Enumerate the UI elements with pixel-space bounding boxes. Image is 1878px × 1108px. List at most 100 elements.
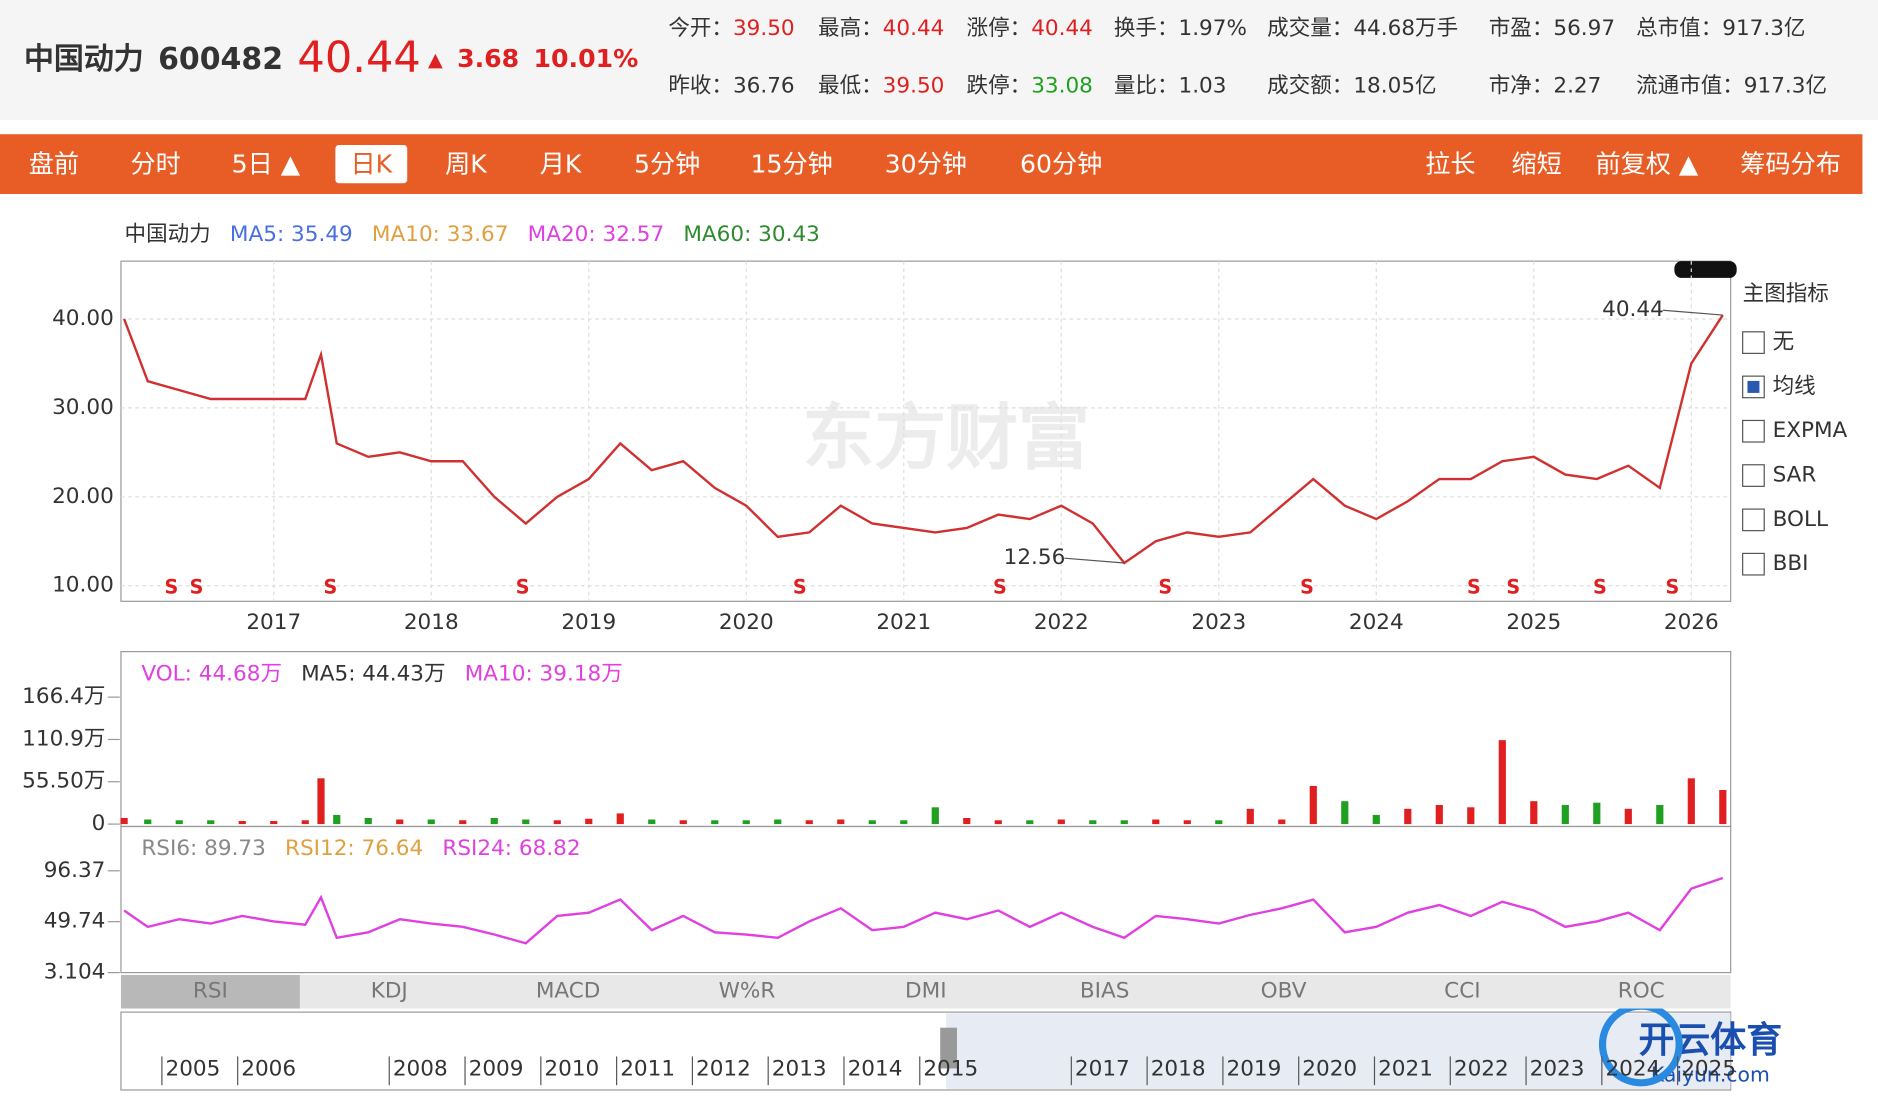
volume-bar bbox=[1435, 805, 1443, 825]
volume-bar bbox=[900, 820, 908, 825]
price-line bbox=[122, 314, 1724, 565]
toolbar-tab[interactable]: 分时 bbox=[131, 149, 181, 178]
toolbar-tab[interactable]: 盘前 bbox=[29, 149, 79, 178]
indicator-tab[interactable]: ROC bbox=[1618, 979, 1665, 1004]
nav-year: 2011 bbox=[620, 1057, 675, 1082]
toolbar-tab[interactable]: 筹码分布 bbox=[1740, 149, 1841, 178]
toolbar-tab[interactable]: 5日 ▲ bbox=[232, 149, 301, 178]
nav-year: 2024 bbox=[1605, 1057, 1660, 1082]
signal: S bbox=[164, 576, 178, 599]
toolbar-tab[interactable]: 拉长 bbox=[1425, 149, 1475, 178]
nav-year: 2012 bbox=[696, 1057, 751, 1082]
watermark: 东方财富 bbox=[802, 396, 1089, 480]
indicator-tab[interactable]: W%R bbox=[719, 979, 776, 1004]
checkbox[interactable] bbox=[1742, 419, 1765, 443]
volume-bar bbox=[931, 807, 939, 825]
stat: 流通市值：917.3亿 bbox=[1636, 73, 1827, 98]
stat-value: 40.44 bbox=[1031, 16, 1093, 41]
checkbox[interactable] bbox=[1742, 508, 1765, 532]
signal: S bbox=[1593, 576, 1607, 599]
indicator-tab[interactable]: KDJ bbox=[371, 979, 408, 1004]
rsi-line bbox=[123, 876, 1724, 945]
x-tick-label: 2017 bbox=[246, 610, 301, 635]
toolbar-tab[interactable]: 5分钟 bbox=[634, 149, 700, 178]
checkbox-label[interactable]: BOLL bbox=[1773, 507, 1828, 532]
stock-code: 600482 bbox=[158, 41, 283, 76]
indicator-tab[interactable]: RSI bbox=[193, 979, 228, 1004]
stat-value: 39.50 bbox=[733, 16, 795, 41]
stat-label: 量比： bbox=[1114, 73, 1179, 98]
legend-item: MA20: 32.57 bbox=[528, 222, 665, 247]
volume-bar bbox=[711, 820, 719, 825]
x-tick-label: 2023 bbox=[1191, 610, 1246, 635]
volume-bar bbox=[742, 820, 750, 825]
volume-bar bbox=[427, 819, 435, 825]
toolbar-tab[interactable]: 前复权 ▲ bbox=[1595, 149, 1698, 178]
y-tick-label: 3.104 bbox=[44, 960, 106, 985]
toolbar bbox=[0, 134, 1863, 195]
toolbar-tab[interactable]: 缩短 bbox=[1512, 149, 1562, 178]
nav-year: 2019 bbox=[1227, 1057, 1282, 1082]
toolbar-tab[interactable]: 60分钟 bbox=[1020, 149, 1102, 178]
x-tick-label: 2021 bbox=[876, 610, 931, 635]
indicator-tab[interactable]: BIAS bbox=[1080, 979, 1130, 1004]
stat-value: 18.05亿 bbox=[1353, 73, 1436, 98]
volume-bar bbox=[317, 778, 325, 825]
stat-value: 39.50 bbox=[883, 73, 945, 98]
toolbar-tab[interactable]: 日K bbox=[350, 149, 393, 178]
checkbox-label[interactable]: EXPMA bbox=[1773, 418, 1848, 443]
y-tick-label: 10.00 bbox=[52, 573, 114, 598]
volume-bar bbox=[553, 820, 561, 825]
nav-year: 2006 bbox=[241, 1057, 296, 1082]
indicator-tab[interactable]: OBV bbox=[1261, 979, 1307, 1004]
volume-bar bbox=[144, 819, 152, 825]
logo-title: 开云体育 bbox=[1638, 1020, 1782, 1061]
volume-bar bbox=[1246, 808, 1254, 825]
x-tick-label: 2020 bbox=[719, 610, 774, 635]
checkbox-label[interactable]: BBI bbox=[1773, 551, 1809, 576]
volume-bar bbox=[1404, 808, 1412, 825]
hidden-badge bbox=[1674, 261, 1737, 278]
checkbox[interactable] bbox=[1742, 552, 1765, 576]
checkbox-label[interactable]: SAR bbox=[1773, 463, 1817, 488]
checkbox[interactable] bbox=[1742, 464, 1765, 487]
nav-year: 2018 bbox=[1151, 1057, 1206, 1082]
volume-bar bbox=[120, 817, 128, 825]
y-tick-label: 0 bbox=[92, 811, 106, 836]
stat-label: 换手： bbox=[1114, 16, 1179, 41]
volume-bar bbox=[1152, 819, 1160, 825]
indicator-tab[interactable]: CCI bbox=[1444, 979, 1480, 1004]
nav-year: 2005 bbox=[165, 1057, 220, 1082]
toolbar-tab[interactable]: 15分钟 bbox=[751, 149, 833, 178]
indicator-tab[interactable]: DMI bbox=[905, 979, 947, 1004]
toolbar-tab[interactable]: 月K bbox=[540, 149, 583, 178]
navigator-handle[interactable] bbox=[940, 1027, 957, 1069]
legend-item: 中国动力 bbox=[125, 222, 211, 247]
checkbox[interactable] bbox=[1742, 331, 1765, 354]
volume-bar bbox=[490, 817, 498, 825]
volume-bar bbox=[837, 819, 845, 825]
legend-item: MA10: 39.18万 bbox=[465, 661, 623, 686]
stat: 今开：39.50 bbox=[668, 16, 794, 41]
volume-bar bbox=[1120, 820, 1128, 825]
checkbox-label[interactable]: 均线 bbox=[1773, 374, 1816, 399]
volume-bar bbox=[333, 814, 341, 825]
stat-label: 跌停： bbox=[967, 73, 1032, 98]
volume-bar bbox=[1561, 805, 1569, 825]
nav-year: 2015 bbox=[923, 1057, 978, 1082]
checkbox-label[interactable]: 无 bbox=[1773, 330, 1795, 355]
stat: 最低：39.50 bbox=[818, 73, 944, 98]
volume-bar bbox=[648, 819, 656, 825]
volume-bar bbox=[238, 821, 246, 825]
toolbar-tab[interactable]: 30分钟 bbox=[885, 149, 967, 178]
volume-bar bbox=[1372, 814, 1380, 825]
stat: 跌停：33.08 bbox=[967, 73, 1093, 98]
signal: S bbox=[993, 576, 1007, 599]
legend: 中国动力 MA5: 35.49 MA10: 33.67 MA20: 32.57 MA60… bbox=[125, 222, 820, 247]
toolbar-tab[interactable]: 周K bbox=[445, 149, 488, 178]
volume-bar bbox=[1498, 740, 1506, 825]
indicator-tab[interactable]: MACD bbox=[536, 979, 601, 1004]
volume-bar bbox=[994, 820, 1002, 825]
x-tick-label: 2025 bbox=[1506, 610, 1561, 635]
nav-year: 2021 bbox=[1378, 1057, 1433, 1082]
